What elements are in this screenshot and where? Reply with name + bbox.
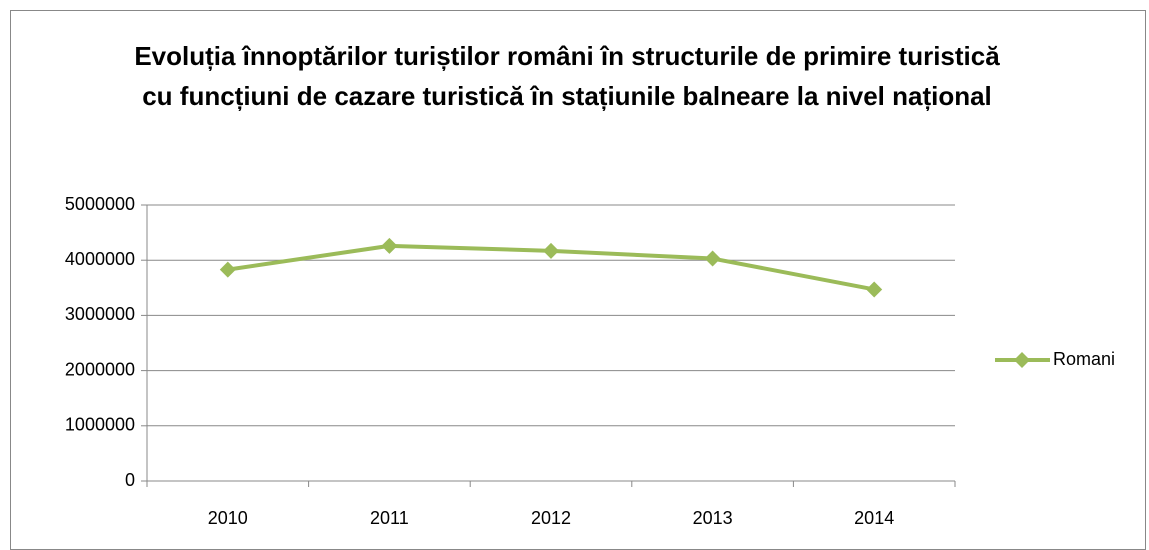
chart-title: Evoluția înnoptărilor turiștilor români … xyxy=(134,41,1000,111)
marker xyxy=(381,237,398,254)
marker xyxy=(219,261,236,278)
y-tick-label: 0 xyxy=(125,470,135,490)
y-tick-label: 4000000 xyxy=(65,249,135,269)
marker xyxy=(866,281,883,298)
y-tick-label: 1000000 xyxy=(65,415,135,435)
x-tick-label: 2014 xyxy=(854,508,894,528)
y-tick-label: 3000000 xyxy=(65,304,135,324)
marker xyxy=(543,242,559,259)
marker xyxy=(704,250,721,267)
page: {"chart_data": {"type": "line", "title":… xyxy=(10,10,1146,550)
y-tick-label: 2000000 xyxy=(65,359,135,379)
x-tick-label: 2012 xyxy=(531,508,571,528)
legend-label: Romani xyxy=(1053,349,1115,369)
x-tick-label: 2011 xyxy=(370,508,409,528)
legend-marker xyxy=(1014,352,1030,368)
chart: 0 1000000 2000000 3000000 4000000 5000000 2010… xyxy=(65,194,1115,528)
x-tick-label: 2013 xyxy=(693,508,733,528)
y-tick-label: 5000000 xyxy=(65,194,135,214)
x-tick-label: 2010 xyxy=(208,508,248,528)
